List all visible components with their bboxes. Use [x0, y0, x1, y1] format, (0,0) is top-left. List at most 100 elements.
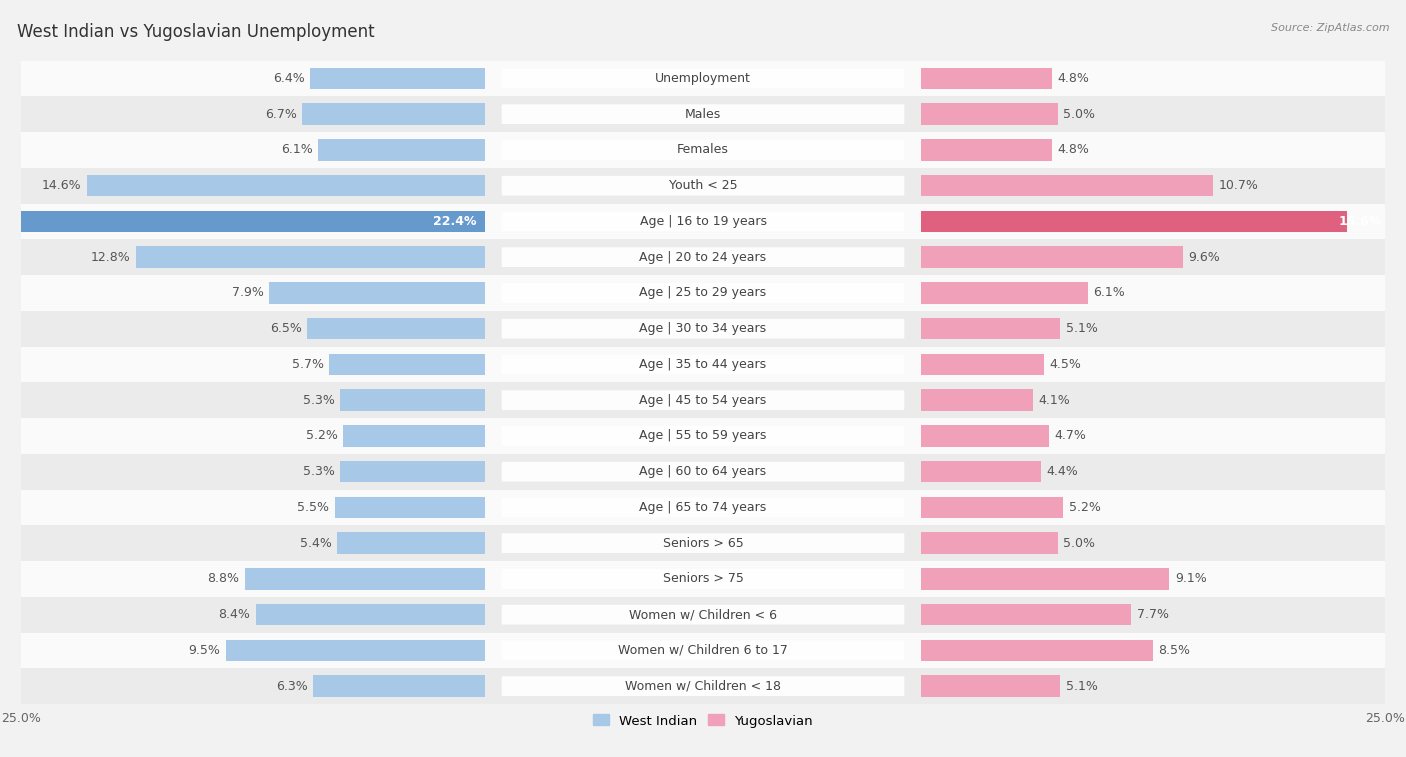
Bar: [921, 569, 1170, 590]
FancyBboxPatch shape: [502, 391, 904, 410]
FancyBboxPatch shape: [502, 426, 904, 446]
Text: 5.1%: 5.1%: [1066, 322, 1098, 335]
FancyBboxPatch shape: [502, 319, 904, 338]
Bar: [340, 461, 485, 482]
Text: Age | 30 to 34 years: Age | 30 to 34 years: [640, 322, 766, 335]
Bar: [921, 532, 1057, 554]
Text: Age | 20 to 24 years: Age | 20 to 24 years: [640, 251, 766, 263]
Bar: [135, 247, 485, 268]
Bar: [337, 532, 485, 554]
Text: Age | 16 to 19 years: Age | 16 to 19 years: [640, 215, 766, 228]
FancyBboxPatch shape: [502, 534, 904, 553]
Bar: [921, 282, 1088, 304]
Text: 8.8%: 8.8%: [207, 572, 239, 585]
Bar: [0, 210, 485, 232]
Bar: [314, 675, 485, 697]
Text: 7.9%: 7.9%: [232, 286, 264, 300]
Bar: [921, 640, 1153, 661]
Bar: [270, 282, 485, 304]
Bar: [21, 453, 1385, 490]
Text: 12.8%: 12.8%: [90, 251, 131, 263]
Bar: [311, 67, 485, 89]
FancyBboxPatch shape: [502, 69, 904, 89]
FancyBboxPatch shape: [502, 605, 904, 625]
Bar: [21, 168, 1385, 204]
Text: 8.5%: 8.5%: [1159, 644, 1191, 657]
Bar: [21, 96, 1385, 132]
FancyBboxPatch shape: [502, 212, 904, 231]
Text: 5.3%: 5.3%: [302, 394, 335, 407]
Text: 22.4%: 22.4%: [433, 215, 477, 228]
Bar: [921, 67, 1052, 89]
Bar: [21, 490, 1385, 525]
Bar: [335, 497, 485, 518]
Text: Unemployment: Unemployment: [655, 72, 751, 85]
Text: 4.5%: 4.5%: [1049, 358, 1081, 371]
Bar: [21, 61, 1385, 96]
Bar: [921, 497, 1063, 518]
Bar: [21, 239, 1385, 275]
Bar: [921, 139, 1052, 160]
Text: Seniors > 65: Seniors > 65: [662, 537, 744, 550]
Text: Women w/ Children < 18: Women w/ Children < 18: [626, 680, 780, 693]
Text: 4.8%: 4.8%: [1057, 143, 1090, 157]
Bar: [21, 597, 1385, 633]
Text: West Indian vs Yugoslavian Unemployment: West Indian vs Yugoslavian Unemployment: [17, 23, 374, 41]
FancyBboxPatch shape: [502, 462, 904, 481]
Bar: [21, 132, 1385, 168]
Text: 5.5%: 5.5%: [297, 501, 329, 514]
Bar: [921, 389, 1033, 411]
Text: 4.8%: 4.8%: [1057, 72, 1090, 85]
FancyBboxPatch shape: [502, 104, 904, 124]
Text: Women w/ Children < 6: Women w/ Children < 6: [628, 608, 778, 621]
Bar: [921, 104, 1057, 125]
Bar: [21, 311, 1385, 347]
Text: Youth < 25: Youth < 25: [669, 179, 737, 192]
Text: 5.7%: 5.7%: [292, 358, 323, 371]
FancyBboxPatch shape: [502, 140, 904, 160]
Legend: West Indian, Yugoslavian: West Indian, Yugoslavian: [588, 709, 818, 733]
Bar: [21, 668, 1385, 704]
Bar: [343, 425, 485, 447]
Text: 5.3%: 5.3%: [302, 465, 335, 478]
Text: 9.1%: 9.1%: [1175, 572, 1206, 585]
Text: 9.6%: 9.6%: [1188, 251, 1220, 263]
Bar: [256, 604, 485, 625]
Bar: [21, 418, 1385, 453]
Bar: [21, 382, 1385, 418]
Text: Age | 65 to 74 years: Age | 65 to 74 years: [640, 501, 766, 514]
FancyBboxPatch shape: [502, 569, 904, 589]
Bar: [921, 425, 1049, 447]
Text: 7.7%: 7.7%: [1136, 608, 1168, 621]
Text: 5.0%: 5.0%: [1063, 107, 1095, 120]
Bar: [921, 675, 1060, 697]
FancyBboxPatch shape: [502, 283, 904, 303]
Text: Age | 60 to 64 years: Age | 60 to 64 years: [640, 465, 766, 478]
Text: 14.6%: 14.6%: [41, 179, 82, 192]
FancyBboxPatch shape: [502, 354, 904, 374]
Bar: [87, 175, 485, 196]
Text: 6.7%: 6.7%: [264, 107, 297, 120]
Bar: [308, 318, 485, 339]
FancyBboxPatch shape: [502, 676, 904, 696]
Text: 4.7%: 4.7%: [1054, 429, 1087, 442]
Bar: [921, 604, 1132, 625]
Text: 4.1%: 4.1%: [1039, 394, 1070, 407]
Bar: [921, 175, 1213, 196]
Text: 6.1%: 6.1%: [1092, 286, 1125, 300]
Bar: [340, 389, 485, 411]
Text: Women w/ Children 6 to 17: Women w/ Children 6 to 17: [619, 644, 787, 657]
Text: 15.6%: 15.6%: [1339, 215, 1382, 228]
Bar: [921, 461, 1042, 482]
Text: 9.5%: 9.5%: [188, 644, 221, 657]
Text: 5.1%: 5.1%: [1066, 680, 1098, 693]
Text: 6.3%: 6.3%: [276, 680, 308, 693]
Text: Age | 25 to 29 years: Age | 25 to 29 years: [640, 286, 766, 300]
FancyBboxPatch shape: [502, 176, 904, 195]
Text: 4.4%: 4.4%: [1046, 465, 1078, 478]
Text: 5.0%: 5.0%: [1063, 537, 1095, 550]
Text: Age | 55 to 59 years: Age | 55 to 59 years: [640, 429, 766, 442]
Bar: [21, 561, 1385, 597]
Bar: [21, 204, 1385, 239]
Text: Females: Females: [678, 143, 728, 157]
